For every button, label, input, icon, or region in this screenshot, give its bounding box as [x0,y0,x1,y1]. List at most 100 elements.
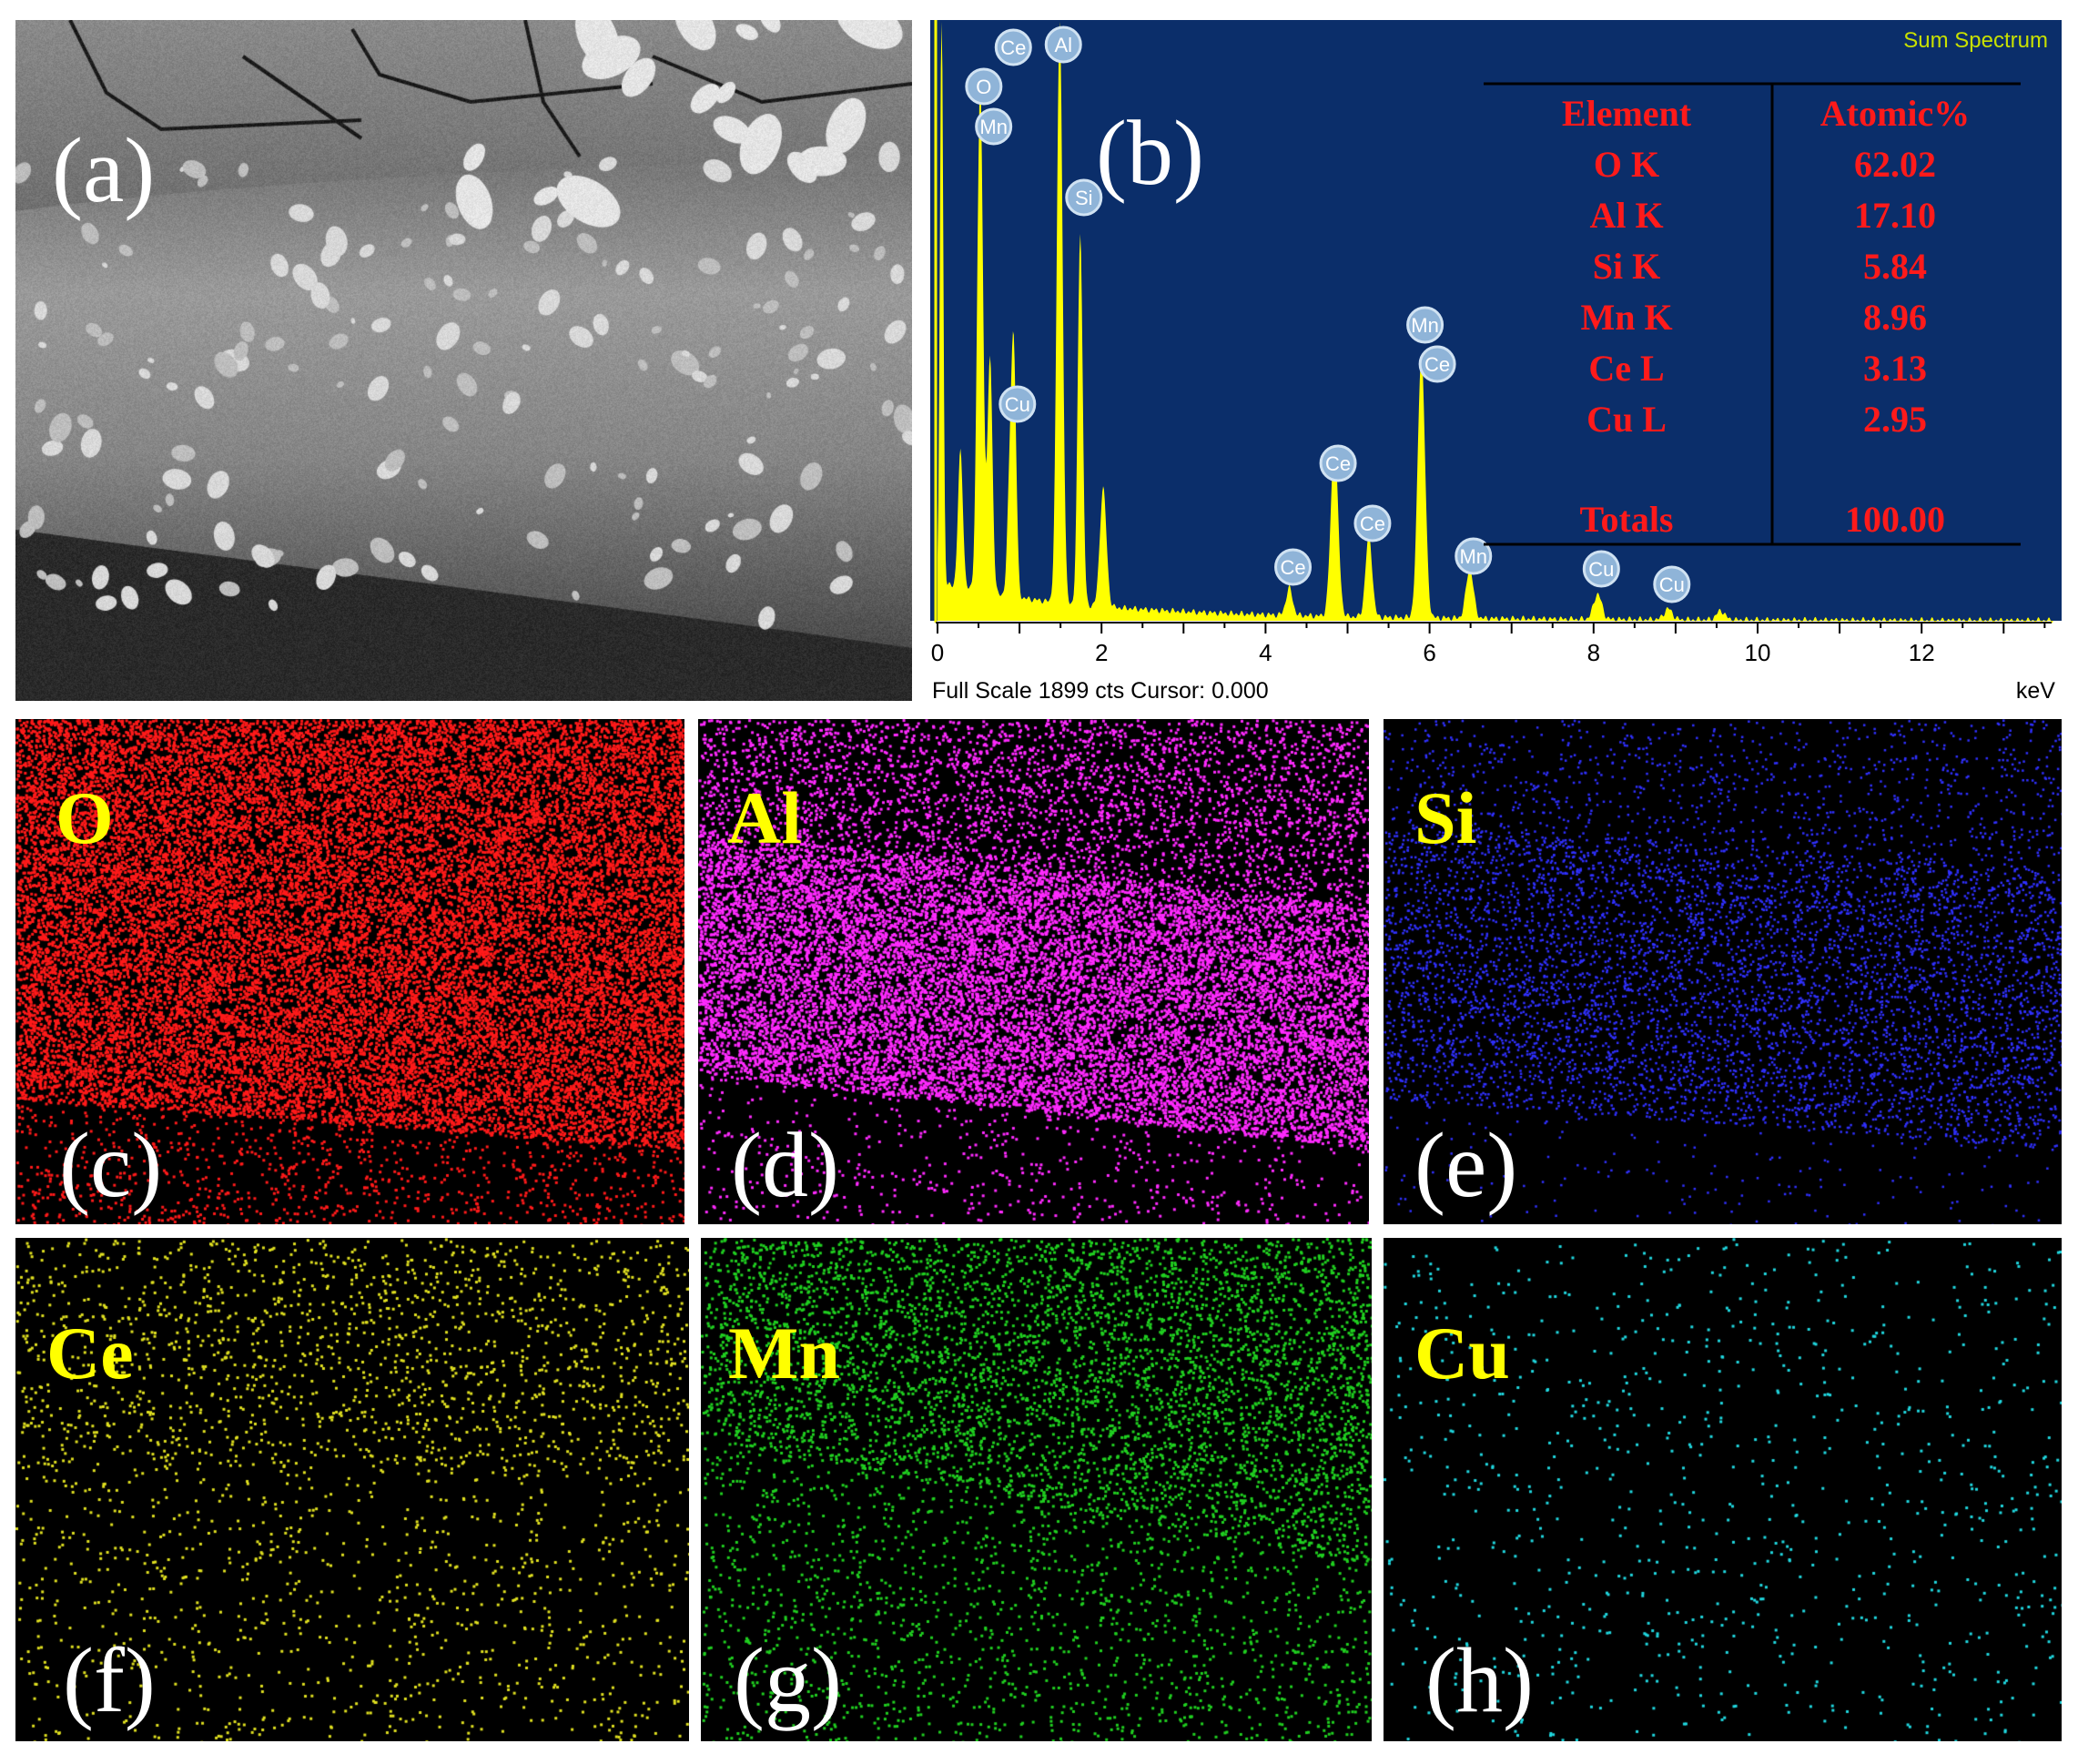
x-tick-label: 12 [1909,639,1935,666]
element-label-al: Al [727,776,802,859]
peak-label-badge [1065,178,1103,217]
x-tick-label: 0 [931,639,944,666]
element-label-ce: Ce [46,1312,134,1394]
peak-label-badge [965,67,1003,106]
peak-label-text: Cu [1659,573,1685,596]
element-label-mn: Mn [728,1312,840,1394]
peak-label: Ce [1274,548,1313,586]
element-map-mn: Mn (g) [701,1238,1372,1741]
map-canvas-cu [1384,1238,2062,1741]
peak-label-text: Si [1075,187,1093,209]
peak-label: Si [1065,178,1103,217]
peak-label-badge [994,28,1032,66]
table-header-element: Element [1562,93,1692,134]
panel-letter-e: (e) [1414,1114,1518,1217]
element-map-o: O (c) [15,719,684,1224]
table-row-value: 5.84 [1863,246,1927,287]
map-canvas-ce [15,1238,689,1741]
map-canvas-mn [701,1238,1372,1741]
table-row-element: O K [1594,144,1659,185]
table-total-value: 100.00 [1845,499,1945,540]
table-row-value: 2.95 [1863,399,1927,440]
peak-label: Ce [994,28,1032,66]
spectrum-unit: keV [2016,678,2055,704]
spectrum-axis-area [930,621,2062,705]
peak-label-text: Mn [1459,545,1487,568]
table-row-value: 8.96 [1863,297,1927,338]
element-map-ce: Ce (f) [15,1238,689,1741]
spectrum-footer: Full Scale 1899 cts Cursor: 0.000 [932,678,1269,704]
peak-label-text: Ce [1424,353,1450,376]
spectrum-trace-group [934,20,2053,623]
element-map-si: Si (e) [1384,719,2062,1224]
peak-label-text: O [976,76,991,98]
table-row-value: 3.13 [1863,348,1927,389]
table-row-element: Mn K [1580,297,1672,338]
peak-label-badge [1319,444,1357,482]
panel-letter-a: (a) [52,119,156,222]
table-row-element: Al K [1589,195,1663,236]
panel-letter-d: (d) [731,1114,839,1217]
map-canvas-o [15,719,684,1224]
table-row-value: 62.02 [1854,144,1936,185]
peak-label: Ce [1319,444,1357,482]
peak-label: Cu [1582,550,1620,588]
sem-image-panel: (a) [15,20,912,701]
peak-label-badge [1455,537,1493,575]
element-label-o: O [56,776,114,859]
peak-label-text: Al [1054,34,1072,56]
panel-letter-g: (g) [734,1629,842,1732]
peak-label-text: Mn [979,116,1008,138]
composition-table: Element Atomic% O K 62.02 Al K 17.10 Si … [1484,82,2021,546]
peak-labels-group: Ce O Mn Al Si Cu Ce Ce Ce Mn Ce Mn Cu Cu [965,25,1691,603]
x-axis-ticks: 0 2 4 6 8 10 12 [931,623,2046,666]
eds-spectrum-panel: 0 2 4 6 8 10 12 Ce O Mn Al Si Cu Ce Ce Ce Mn Ce Mn Cu Cu Su… [930,20,2062,705]
peak-label-text: Cu [1005,393,1030,416]
panel-letter-f: (f) [63,1629,156,1732]
panel-letter-c: (c) [59,1114,163,1217]
table-header-atomic: Atomic% [1820,93,1970,134]
peak-label: Ce [1418,345,1456,383]
panel-letter-h: (h) [1425,1629,1534,1732]
element-map-cu: Cu (h) [1384,1238,2062,1741]
spectrum-background [930,20,2062,621]
peak-label-text: Mn [1411,314,1439,337]
peak-label-text: Ce [1360,512,1385,535]
panel-letter-b: (b) [1096,102,1204,205]
x-tick-label: 8 [1587,639,1600,666]
peak-label-badge [1353,504,1392,542]
table-total-label: Totals [1579,499,1673,540]
peak-label-badge [998,385,1037,423]
sem-micrograph [15,20,912,701]
peak-label-text: Ce [1325,452,1351,475]
peak-label: Ce [1353,504,1392,542]
map-canvas-si [1384,719,2062,1224]
peak-label: Al [1044,25,1082,64]
peak-label: Mn [1406,306,1444,344]
map-canvas-al [698,719,1369,1224]
peak-label-badge [1418,345,1456,383]
peak-label-text: Ce [1000,36,1026,59]
table-row-element: Cu L [1586,399,1667,440]
peak-label-badge [1406,306,1444,344]
element-map-al: Al (d) [698,719,1369,1224]
eds-spectrum-chart: 0 2 4 6 8 10 12 Ce O Mn Al Si Cu Ce Ce Ce Mn Ce Mn Cu Cu Su… [930,20,2062,705]
x-tick-label: 2 [1095,639,1108,666]
x-tick-label: 6 [1423,639,1435,666]
element-label-cu: Cu [1414,1312,1510,1394]
peak-label: O [965,67,1003,106]
peak-label: Mn [975,107,1013,146]
peak-label-badge [1044,25,1082,64]
peak-label-badge [1582,550,1620,588]
peak-label-text: Cu [1588,558,1614,581]
peak-label-badge [1653,565,1691,603]
peak-label-badge [975,107,1013,146]
element-label-si: Si [1414,776,1477,859]
table-row-element: Si K [1593,246,1660,287]
peak-label: Cu [1653,565,1691,603]
peak-label-badge [1274,548,1313,586]
peak-label-text: Ce [1280,556,1305,579]
x-tick-label: 10 [1745,639,1771,666]
spectrum-title: Sum Spectrum [1903,28,2048,53]
x-tick-label: 4 [1259,639,1272,666]
